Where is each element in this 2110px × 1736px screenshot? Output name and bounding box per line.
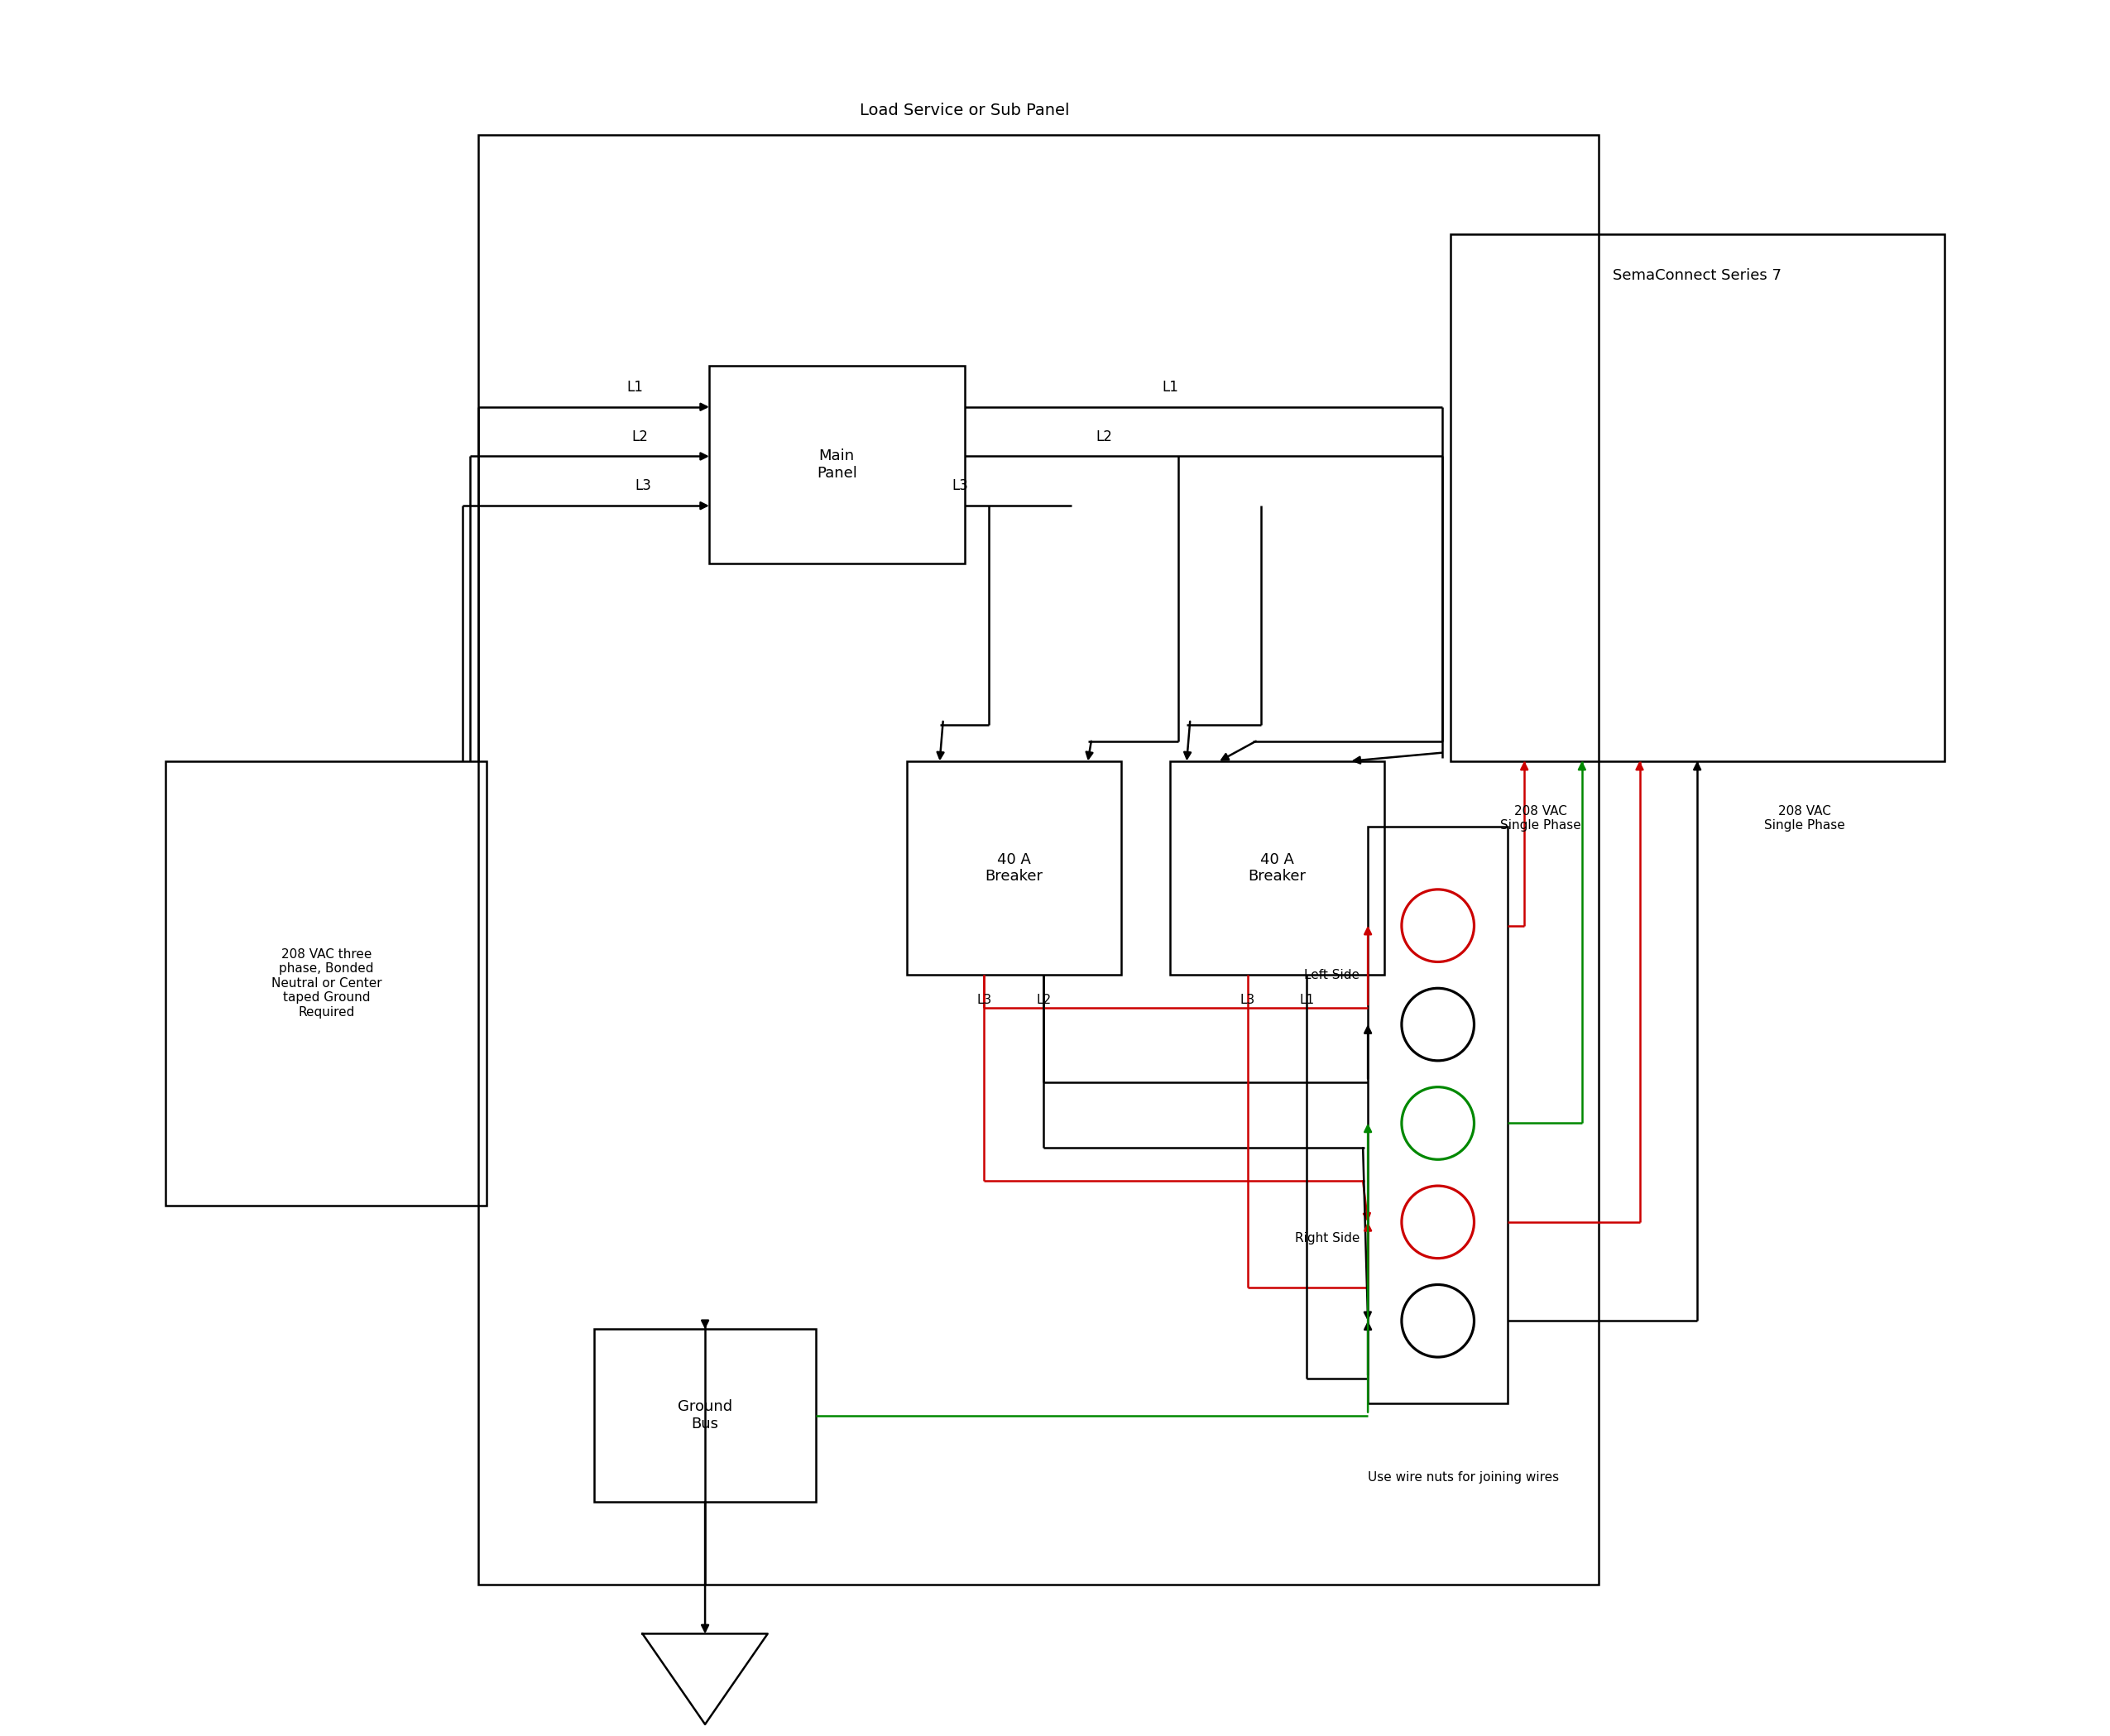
Text: Load Service or Sub Panel: Load Service or Sub Panel bbox=[859, 102, 1070, 118]
Text: L1: L1 bbox=[1300, 993, 1315, 1005]
Text: L3: L3 bbox=[977, 993, 992, 1005]
Text: L2: L2 bbox=[631, 429, 648, 444]
Text: 208 VAC
Single Phase: 208 VAC Single Phase bbox=[1500, 806, 1580, 832]
Text: L2: L2 bbox=[1097, 429, 1112, 444]
Bar bbox=[167, 760, 487, 1205]
Text: 40 A
Breaker: 40 A Breaker bbox=[1249, 852, 1306, 884]
Text: Use wire nuts for joining wires: Use wire nuts for joining wires bbox=[1367, 1470, 1559, 1484]
Text: L3: L3 bbox=[952, 479, 968, 493]
Bar bbox=[907, 760, 1120, 976]
Text: Main
Panel: Main Panel bbox=[817, 448, 857, 481]
Bar bbox=[1450, 234, 1943, 760]
Bar bbox=[479, 135, 1599, 1585]
Text: Right Side: Right Side bbox=[1296, 1233, 1359, 1245]
Bar bbox=[1171, 760, 1384, 976]
Bar bbox=[1367, 826, 1509, 1403]
Text: L3: L3 bbox=[635, 479, 652, 493]
Text: 40 A
Breaker: 40 A Breaker bbox=[985, 852, 1042, 884]
Text: L2: L2 bbox=[1036, 993, 1051, 1005]
Text: 208 VAC three
phase, Bonded
Neutral or Center
taped Ground
Required: 208 VAC three phase, Bonded Neutral or C… bbox=[270, 948, 382, 1019]
Text: SemaConnect Series 7: SemaConnect Series 7 bbox=[1612, 267, 1781, 283]
Text: 208 VAC
Single Phase: 208 VAC Single Phase bbox=[1764, 806, 1844, 832]
Text: Left Side: Left Side bbox=[1304, 969, 1359, 981]
Text: L3: L3 bbox=[1241, 993, 1255, 1005]
Bar bbox=[709, 366, 964, 564]
Text: L1: L1 bbox=[627, 380, 644, 394]
Bar bbox=[593, 1330, 817, 1502]
Text: Ground
Bus: Ground Bus bbox=[677, 1399, 732, 1432]
Text: L1: L1 bbox=[1163, 380, 1179, 394]
